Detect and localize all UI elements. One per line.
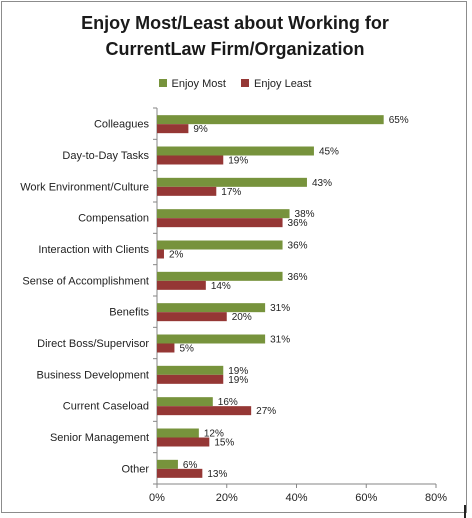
chart-title-line-1: Enjoy Most/Least about Working for	[81, 13, 389, 33]
bar-enjoy-least-benefits	[157, 312, 227, 322]
data-label-enjoy-least: 19%	[228, 375, 248, 386]
category-label: Business Development	[36, 369, 149, 381]
category-label: Direct Boss/Supervisor	[37, 338, 149, 350]
category-label: Other	[121, 463, 149, 475]
bar-enjoy-most-direct-boss-supervisor	[157, 334, 266, 344]
data-label-enjoy-most: 31%	[270, 303, 290, 314]
legend-swatch-enjoy-most	[158, 79, 167, 87]
data-label-enjoy-most: 38%	[295, 209, 315, 220]
data-label-enjoy-least: 20%	[232, 312, 252, 323]
data-label-enjoy-most: 45%	[319, 147, 339, 158]
data-label-enjoy-most: 31%	[270, 335, 290, 346]
bar-enjoy-most-senior-management	[157, 428, 199, 438]
bar-enjoy-most-sense-of-accomplishment	[157, 271, 283, 281]
bar-enjoy-most-day-to-day-tasks	[157, 146, 314, 156]
x-tick-label: 80%	[425, 492, 447, 504]
data-label-enjoy-least: 27%	[256, 406, 276, 417]
bar-enjoy-least-current-caseload	[157, 406, 252, 416]
chart-title-line-2: CurrentLaw Firm/Organization	[105, 39, 365, 59]
data-label-enjoy-least: 2%	[169, 250, 184, 261]
bar-enjoy-least-compensation	[157, 218, 283, 228]
category-label: Interaction with Clients	[38, 244, 149, 256]
data-label-enjoy-most: 36%	[288, 272, 308, 283]
data-label-enjoy-least: 17%	[221, 187, 241, 198]
data-label-enjoy-most: 16%	[218, 397, 238, 408]
legend: Enjoy Most Enjoy Least	[2, 78, 468, 90]
bar-enjoy-least-interaction-with-clients	[157, 249, 164, 259]
bar-enjoy-most-benefits	[157, 303, 266, 313]
bar-enjoy-most-current-caseload	[157, 397, 213, 407]
plot-area: 0% 20% 40% 60% 80% Colleagues 65% 9% Day-to-Day …	[20, 107, 447, 504]
bar-enjoy-most-business-development	[157, 365, 224, 375]
data-label-enjoy-most: 65%	[389, 115, 409, 126]
category-label: Sense of Accomplishment	[22, 275, 149, 287]
legend-swatch-enjoy-least	[241, 79, 249, 87]
bar-enjoy-least-direct-boss-supervisor	[157, 343, 175, 353]
bar-enjoy-least-other	[157, 468, 203, 478]
legend-label-enjoy-least: Enjoy Least	[254, 78, 312, 90]
bar-enjoy-most-compensation	[157, 209, 290, 219]
category-label: Current Caseload	[63, 401, 149, 413]
bar-enjoy-least-sense-of-accomplishment	[157, 280, 206, 290]
category-label: Day-to-Day Tasks	[62, 150, 149, 162]
legend-item-enjoy-most: Enjoy Most	[158, 78, 226, 90]
bar-enjoy-most-colleagues	[157, 115, 384, 125]
bar-enjoy-least-colleagues	[157, 124, 189, 134]
category-label: Work Environment/Culture	[20, 181, 149, 193]
x-tick-label: 0%	[149, 492, 165, 504]
category-label: Colleagues	[94, 119, 150, 131]
data-label-enjoy-least: 15%	[214, 438, 234, 449]
data-label-enjoy-least: 13%	[207, 469, 227, 480]
x-tick-label: 60%	[355, 492, 377, 504]
data-label-enjoy-most: 6%	[183, 460, 198, 471]
data-label-enjoy-most: 36%	[288, 241, 308, 252]
data-label-enjoy-most: 43%	[312, 178, 332, 189]
data-label-enjoy-most: 19%	[228, 366, 248, 377]
chart-frame: Enjoy Most/Least about Working for Curre…	[1, 1, 467, 513]
bar-enjoy-least-senior-management	[157, 437, 210, 447]
data-label-enjoy-least: 36%	[288, 218, 308, 229]
legend-item-enjoy-least: Enjoy Least	[241, 78, 311, 90]
bar-enjoy-most-work-environment-culture	[157, 177, 307, 187]
bar-enjoy-least-work-environment-culture	[157, 186, 217, 196]
category-label: Compensation	[78, 213, 149, 225]
chart-title: Enjoy Most/Least about Working for Curre…	[2, 10, 468, 62]
category-label: Benefits	[109, 307, 149, 319]
data-label-enjoy-least: 5%	[179, 344, 194, 355]
bar-enjoy-most-interaction-with-clients	[157, 240, 283, 250]
data-label-enjoy-least: 9%	[193, 124, 208, 135]
corner-mark	[464, 505, 466, 518]
x-tick-label: 40%	[285, 492, 307, 504]
data-label-enjoy-least: 19%	[228, 156, 248, 167]
bar-enjoy-least-day-to-day-tasks	[157, 155, 224, 165]
data-label-enjoy-least: 14%	[211, 281, 231, 292]
data-label-enjoy-most: 12%	[204, 429, 224, 440]
bar-enjoy-most-other	[157, 459, 178, 469]
category-label: Senior Management	[50, 432, 149, 444]
legend-label-enjoy-most: Enjoy Most	[171, 78, 226, 90]
bar-enjoy-least-business-development	[157, 374, 224, 384]
x-tick-label: 20%	[216, 492, 238, 504]
